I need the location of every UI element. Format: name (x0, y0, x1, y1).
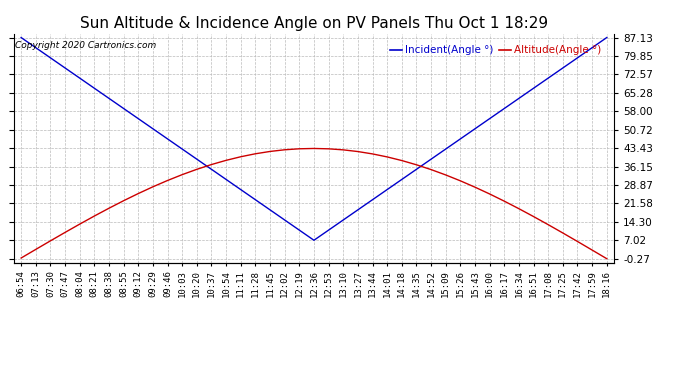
Text: Copyright 2020 Cartronics.com: Copyright 2020 Cartronics.com (15, 40, 156, 50)
Title: Sun Altitude & Incidence Angle on PV Panels Thu Oct 1 18:29: Sun Altitude & Incidence Angle on PV Pan… (80, 16, 548, 31)
Legend: Incident(Angle °), Altitude(Angle °): Incident(Angle °), Altitude(Angle °) (386, 41, 606, 60)
